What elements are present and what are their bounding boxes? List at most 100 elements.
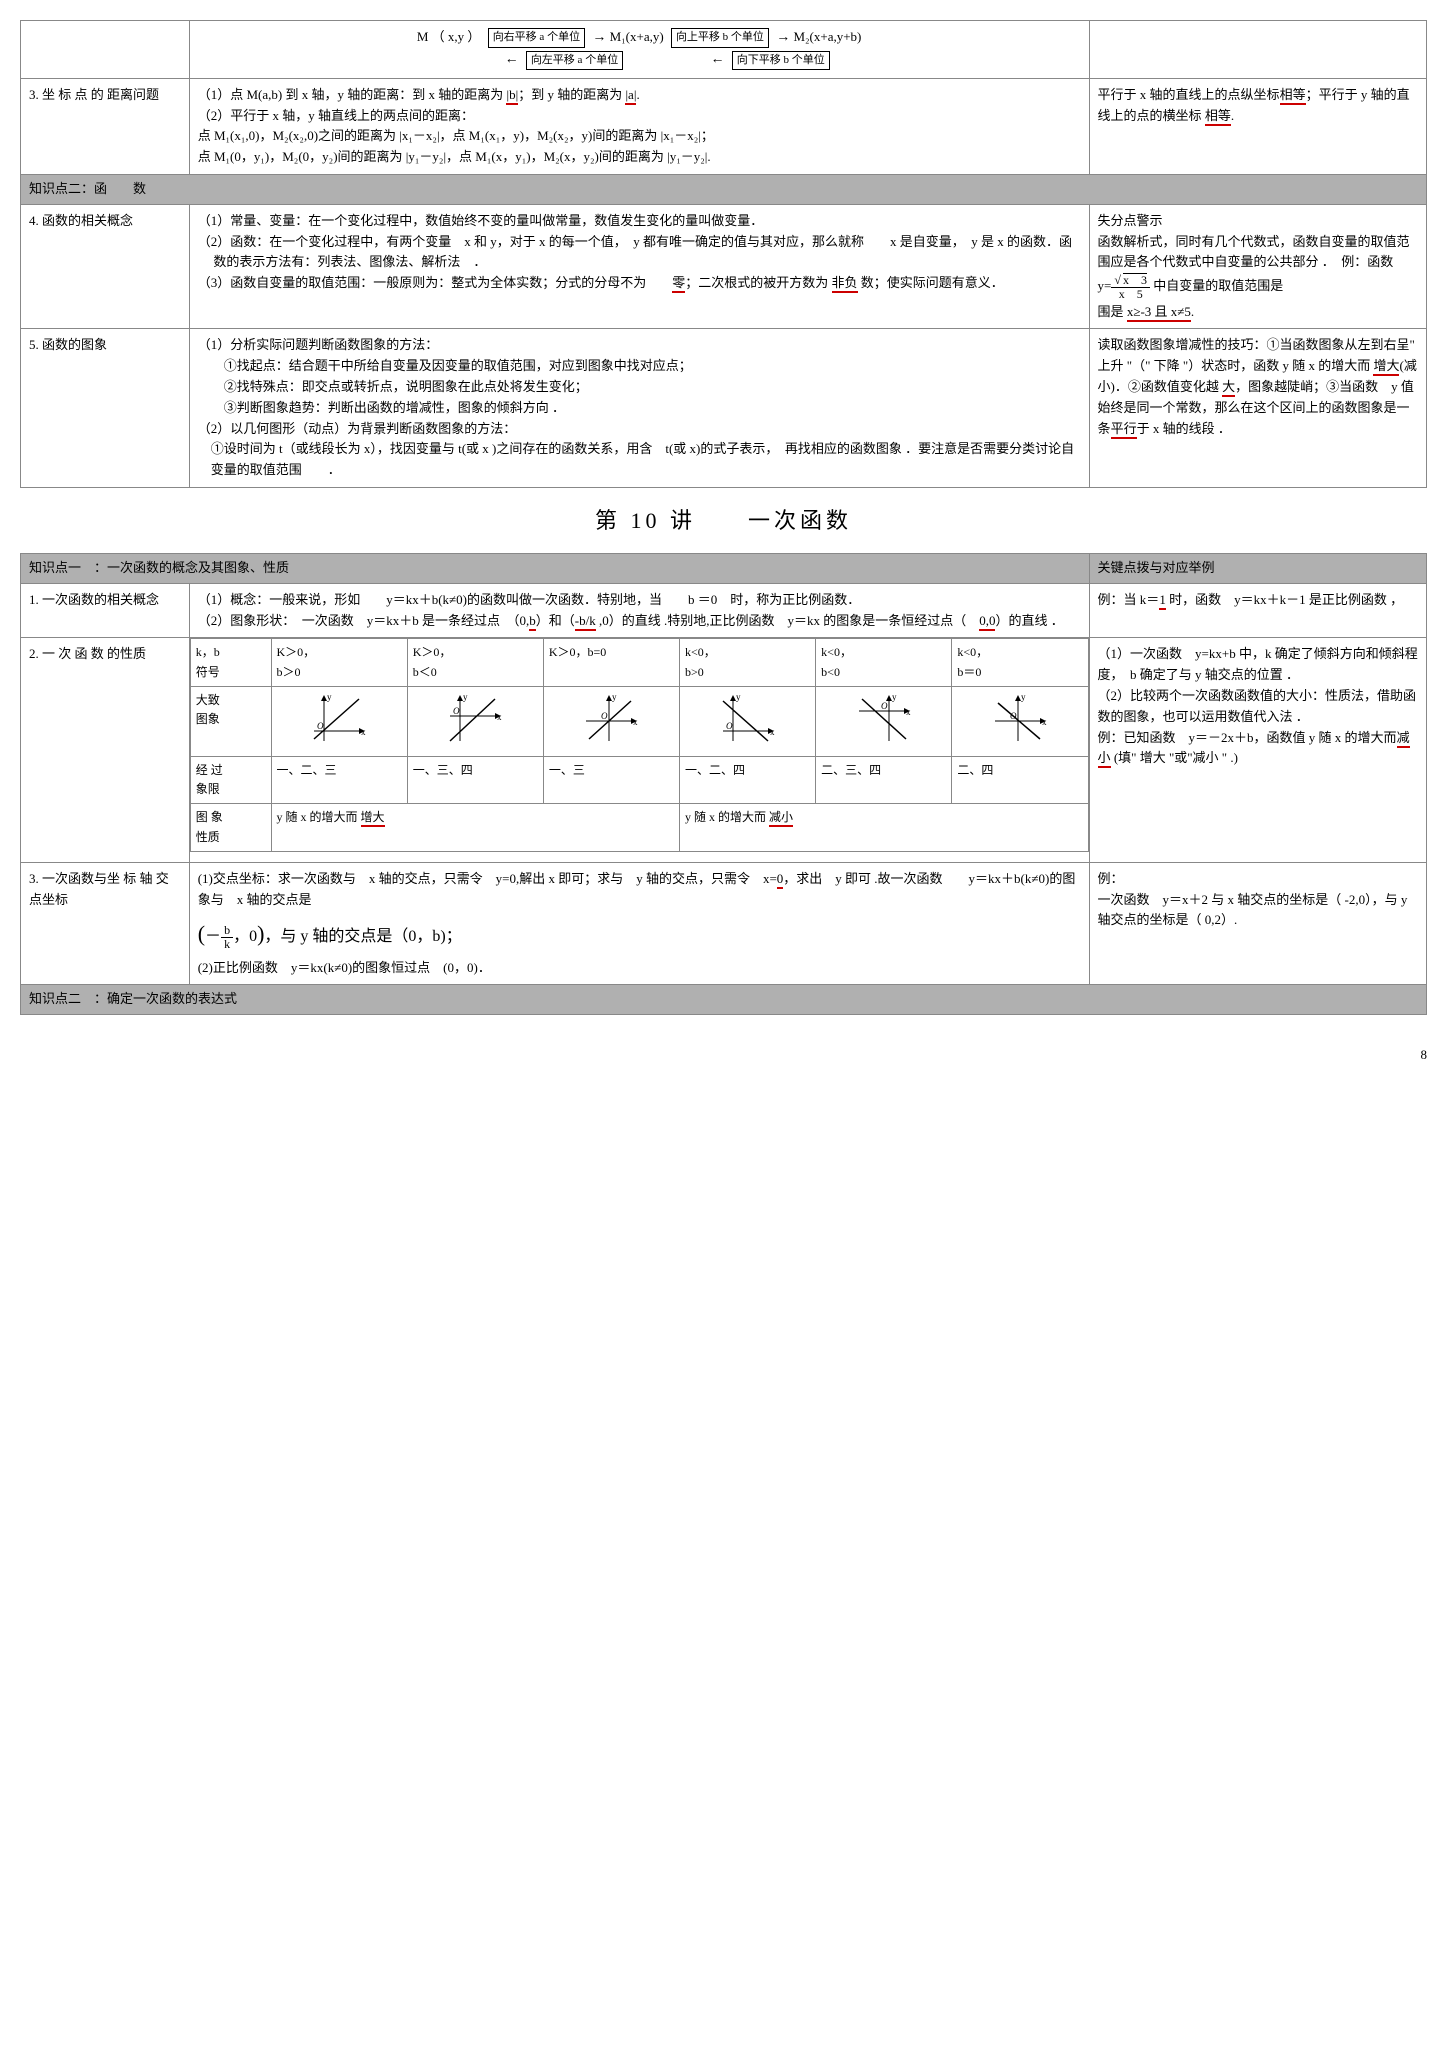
row4-tip: 失分点警示 函数解析式，同时有几个代数式，函数自变量的取值范围应是各个代数式中自… bbox=[1089, 204, 1426, 329]
svg-text:y: y bbox=[1021, 692, 1026, 702]
kp-linear2: 知识点二 ：确定一次函数的表达式 bbox=[21, 985, 1427, 1015]
rowL3-content: (1)交点坐标：求一次函数与 x 轴的交点，只需令 y=0,解出 x 即可；求与… bbox=[189, 862, 1089, 985]
arrow-up-label: 向上平移 b 个单位 bbox=[671, 28, 769, 48]
g1: xyO bbox=[407, 686, 543, 756]
prop-row-prop: 图 象 性质 y 随 x 的增大而 增大 y 随 x 的增大而 减小 bbox=[190, 804, 1088, 851]
r3c1: （1）点 M(a,b) 到 x 轴，y 轴的距离：到 x 轴的距离为 bbox=[198, 87, 507, 102]
svg-text:y: y bbox=[612, 692, 617, 702]
svg-text:x: x bbox=[770, 727, 775, 737]
r4t2: y=√x 3x 5 中自变量的取值范围是 bbox=[1098, 273, 1418, 301]
q2: 一、三 bbox=[543, 757, 679, 804]
table-linear: 知识点一 ：一次函数的概念及其图象、性质 关键点拨与对应举例 1. 一次函数的相… bbox=[20, 553, 1427, 1015]
q4: 二、三、四 bbox=[816, 757, 952, 804]
r3c1c: ；到 y 轴的距离为 bbox=[518, 87, 625, 102]
row3-content: （1）点 M(a,b) 到 x 轴，y 轴的距离：到 x 轴的距离为 |b|；到… bbox=[189, 78, 1089, 174]
r5t1: 读取函数图象增减性的技巧：①当函数图象从左到右呈" 上升 "（" 下降 "）状态… bbox=[1098, 337, 1415, 373]
prop-row-graph: 大致 图象 xyO xyO xyO xyO xyO xyO bbox=[190, 686, 1088, 756]
sign4: k<0， b<0 bbox=[816, 639, 952, 686]
h-prop: 图 象 性质 bbox=[190, 804, 271, 851]
arrow-right2: → bbox=[776, 30, 790, 45]
prop-dec: y 随 x 的增大而 减小 bbox=[680, 804, 1089, 851]
rowL3-title: 3. 一次函数与坐 标 轴 交 点坐标 bbox=[21, 862, 190, 985]
svg-text:y: y bbox=[327, 692, 332, 702]
g5: x yO bbox=[952, 686, 1088, 756]
arrow-left2: ← bbox=[710, 52, 724, 67]
q0: 一、二、三 bbox=[271, 757, 407, 804]
l1c2: （2）图象形状： 一次函数 y＝kx＋b 是一条经过点 （0,b）和（-b/k … bbox=[198, 611, 1081, 632]
l3th: 例： bbox=[1098, 869, 1418, 890]
svg-text:O: O bbox=[1010, 711, 1017, 721]
prop-table: k，b 符号 K＞0， b＞0 K＞0， b＜0 K＞0，b=0 k<0， b>… bbox=[190, 638, 1089, 851]
svg-text:x: x bbox=[361, 727, 366, 737]
r3c3: 点 M₁(x₁,0)，M₂(x₂,0)之间的距离为 |x₁－x₂|，点 M₁(x… bbox=[198, 128, 714, 143]
r5c1: （1）分析实际问题判断函数图象的方法： bbox=[198, 335, 1081, 356]
r5c1b: ②找特殊点：即交点或转折点，说明图象在此点处将发生变化； bbox=[198, 377, 1081, 398]
r5c1a: ①找起点：结合题干中所给自变量及因变量的取值范围，对应到图象中找对应点； bbox=[198, 356, 1081, 377]
prop-inc: y 随 x 的增大而 增大 bbox=[271, 804, 679, 851]
rowL3-tip: 例： 一次函数 y＝x＋2 与 x 轴交点的坐标是（ -2,0），与 y 轴交点… bbox=[1089, 862, 1426, 985]
page-number: 8 bbox=[20, 1045, 1427, 1066]
arrow-right: → bbox=[592, 30, 606, 45]
row4-content: （1）常量、变量：在一个变化过程中，数值始终不变的量叫做常量，数值发生变化的量叫… bbox=[189, 204, 1089, 329]
row5-tip: 读取函数图象增减性的技巧：①当函数图象从左到右呈" 上升 "（" 下降 "）状态… bbox=[1089, 329, 1426, 488]
l3c1: (1)交点坐标：求一次函数与 x 轴的交点，只需令 y=0,解出 x 即可；求与… bbox=[198, 869, 1081, 911]
l3c2: (2)正比例函数 y＝kx(k≠0)的图象恒过点 (0，0)． bbox=[198, 958, 1081, 979]
row-translate-right bbox=[1089, 21, 1426, 79]
svg-text:O: O bbox=[601, 711, 608, 721]
g0: x y O bbox=[271, 686, 407, 756]
rowL2-content: k，b 符号 K＞0， b＞0 K＞0， b＜0 K＞0，b=0 k<0， b>… bbox=[189, 638, 1089, 862]
svg-text:y: y bbox=[736, 692, 741, 702]
pt-m: M （ x,y ） bbox=[417, 29, 481, 44]
svg-text:O: O bbox=[881, 701, 888, 711]
q1: 一、三、四 bbox=[407, 757, 543, 804]
svg-text:O: O bbox=[317, 721, 324, 731]
l3t1: 一次函数 y＝x＋2 与 x 轴交点的坐标是（ -2,0），与 y 轴交点的坐标… bbox=[1098, 890, 1418, 932]
r4c1: （1）常量、变量：在一个变化过程中，数值始终不变的量叫做常量，数值发生变化的量叫… bbox=[198, 211, 1081, 232]
arrow-left: ← bbox=[505, 52, 519, 67]
h-sign: k，b 符号 bbox=[190, 639, 271, 686]
row5-title: 5. 函数的图象 bbox=[21, 329, 190, 488]
table-coordinates: M （ x,y ） 向右平移 a 个单位 → M₁(x+a,y) 向上平移 b … bbox=[20, 20, 1427, 488]
r3t1u: 相等 bbox=[1280, 87, 1306, 105]
row3-title: 3. 坐 标 点 的 距离问题 bbox=[21, 78, 190, 174]
l2t3: 例：已知函数 y＝－2x＋b，函数值 y 随 x 的增大而减小 (填" 增大 "… bbox=[1098, 728, 1418, 770]
keypoint-header: 关键点拨与对应举例 bbox=[1089, 554, 1426, 584]
r4c2: （2）函数：在一个变化过程中，有两个变量 x 和 y，对于 x 的每一个值， y… bbox=[198, 232, 1081, 274]
r4t3: 围是 x≥-3 且 x≠5. bbox=[1098, 302, 1418, 323]
sign0: K＞0， b＞0 bbox=[271, 639, 407, 686]
l1c1: （1）概念：一般来说，形如 y＝kx＋b(k≠0)的函数叫做一次函数．特别地，当… bbox=[198, 590, 1081, 611]
pt-m1: M₁(x+a,y) bbox=[610, 29, 664, 44]
r3t1d: . bbox=[1231, 108, 1234, 123]
rowL1-content: （1）概念：一般来说，形如 y＝kx＋b(k≠0)的函数叫做一次函数．特别地，当… bbox=[189, 583, 1089, 638]
arrow-down-label: 向下平移 b 个单位 bbox=[732, 51, 830, 71]
r4c3: （3）函数自变量的取值范围：一般原则为：整式为全体实数；分式的分母不为 零；二次… bbox=[198, 273, 1081, 294]
r5t1u3: 平行 bbox=[1111, 421, 1137, 439]
r5t1u: 增大 bbox=[1373, 358, 1399, 376]
pt-m2: M₂(x+a,y+b) bbox=[793, 29, 861, 44]
rowL1-title: 1. 一次函数的相关概念 bbox=[21, 583, 190, 638]
g2: x yO bbox=[543, 686, 679, 756]
rowL1-tip: 例：当 k＝1 时，函数 y＝kx＋k－1 是正比例函数 ， bbox=[1089, 583, 1426, 638]
row5-content: （1）分析实际问题判断函数图象的方法： ①找起点：结合题干中所给自变量及因变量的… bbox=[189, 329, 1089, 488]
r5t1u2: 大 bbox=[1222, 379, 1235, 397]
r4tt: 失分点警示 bbox=[1098, 211, 1418, 232]
r3c2: （2）平行于 x 轴，y 轴直线上的两点间的距离： bbox=[198, 108, 474, 123]
svg-text:O: O bbox=[726, 721, 733, 731]
kp2-header: 知识点二：函 数 bbox=[21, 174, 1427, 204]
r5t1d: 于 x 轴的线段 ． bbox=[1137, 421, 1231, 436]
h-graph: 大致 图象 bbox=[190, 686, 271, 756]
svg-text:x: x bbox=[906, 707, 911, 717]
kp-linear1: 知识点一 ：一次函数的概念及其图象、性质 bbox=[21, 554, 1090, 584]
r3c4: 点 M₁(0，y₁)，M₂(0，y₂)间的距离为 |y₁－y₂|，点 M₁(x，… bbox=[198, 149, 711, 164]
row4-title: 4. 函数的相关概念 bbox=[21, 204, 190, 329]
r5c2a: ①设时间为 t（或线段长为 x），找因变量与 t(或 x )之间存在的函数关系，… bbox=[198, 439, 1081, 481]
svg-text:y: y bbox=[463, 692, 468, 702]
svg-text:x: x bbox=[633, 717, 638, 727]
sign2: K＞0，b=0 bbox=[543, 639, 679, 686]
g3: x y O bbox=[680, 686, 816, 756]
r3c1d: |a| bbox=[625, 87, 636, 105]
row-translate-left bbox=[21, 21, 190, 79]
translate-diagram: M （ x,y ） 向右平移 a 个单位 → M₁(x+a,y) 向上平移 b … bbox=[189, 21, 1089, 79]
svg-text:x: x bbox=[1042, 717, 1047, 727]
sign3: k<0， b>0 bbox=[680, 639, 816, 686]
